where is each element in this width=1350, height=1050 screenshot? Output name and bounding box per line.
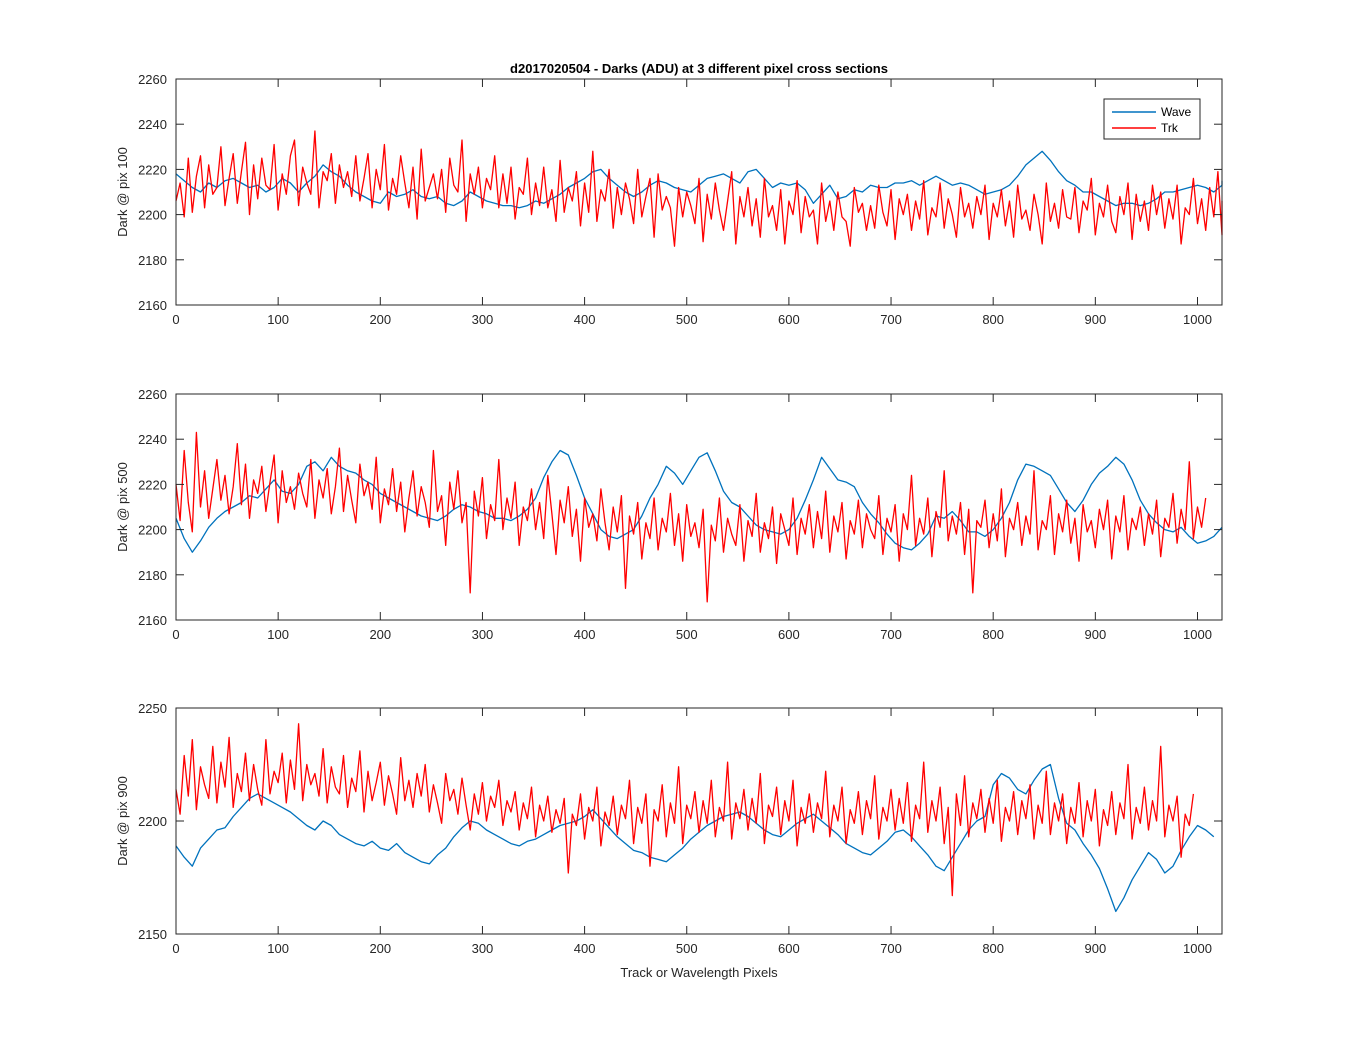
subplot-2: 0 100 200 300 400 500 600 700 800 900 1000 2160 2180… xyxy=(115,387,1223,642)
series-line-wave xyxy=(175,763,1215,913)
x-tick-label: 0 xyxy=(172,627,179,642)
x-tick-label: 500 xyxy=(676,941,698,956)
axes-layer: 0 100 200 300 400 500 600 700 800 900 100021602180… xyxy=(115,72,1223,956)
x-axis-label: Track or Wavelength Pixels xyxy=(620,965,778,980)
y-tick-label: 2260 xyxy=(138,72,167,87)
legend: Wave Trk xyxy=(1103,98,1201,140)
y-axis-label: Dark @ pix 100 xyxy=(115,147,130,237)
legend-label-wave: Wave xyxy=(1161,105,1192,119)
x-tick-label: 600 xyxy=(778,941,800,956)
y-tick-label: 2260 xyxy=(138,387,167,402)
x-tick-label: 300 xyxy=(472,627,494,642)
series-line-trk xyxy=(175,130,1223,247)
legend-box xyxy=(1103,98,1201,140)
x-tick-label: 100 xyxy=(267,941,289,956)
y-tick-label: 2240 xyxy=(138,117,167,132)
legend-label-trk: Trk xyxy=(1161,121,1179,135)
x-tick-label: 400 xyxy=(574,312,596,327)
x-tick-label: 900 xyxy=(1084,312,1106,327)
y-tick-label: 2160 xyxy=(138,298,167,313)
plot-area xyxy=(176,708,1222,934)
axes-box xyxy=(175,393,1223,621)
plot-area xyxy=(176,394,1222,620)
y-tick-label: 2150 xyxy=(138,927,167,942)
x-tick-label: 600 xyxy=(778,312,800,327)
x-tick-label: 500 xyxy=(676,312,698,327)
y-tick-label: 2180 xyxy=(138,253,167,268)
x-tick-label: 500 xyxy=(676,627,698,642)
x-tick-label: 100 xyxy=(267,627,289,642)
y-tick-label: 2160 xyxy=(138,613,167,628)
y-axis-label: Dark @ pix 900 xyxy=(115,776,130,866)
y-tick-label: 2240 xyxy=(138,432,167,447)
x-tick-label: 100 xyxy=(267,312,289,327)
series-line-trk xyxy=(175,723,1195,897)
x-tick-label: 1000 xyxy=(1183,312,1212,327)
plot-area xyxy=(176,79,1222,305)
subplot-1: 0 100 200 300 400 500 600 700 800 900 1000 2160 2180… xyxy=(115,72,1223,327)
x-tick-label: 700 xyxy=(880,941,902,956)
y-tick-label: 2200 xyxy=(138,814,167,829)
x-tick-label: 200 xyxy=(369,312,391,327)
x-tick-label: 1000 xyxy=(1183,941,1212,956)
y-tick-label: 2220 xyxy=(138,477,167,492)
x-tick-label: 800 xyxy=(982,941,1004,956)
subplot-3: 0 100 200 300 400 500 600 700 800 900 1000 2150 2200… xyxy=(115,701,1223,956)
x-tick-label: 600 xyxy=(778,627,800,642)
y-tick-label: 2200 xyxy=(138,523,167,538)
x-tick-label: 800 xyxy=(982,312,1004,327)
y-axis-label: Dark @ pix 500 xyxy=(115,462,130,552)
x-tick-label: 1000 xyxy=(1183,627,1212,642)
x-tick-label: 900 xyxy=(1084,627,1106,642)
axes-box xyxy=(175,78,1223,306)
y-tick-label: 2180 xyxy=(138,568,167,583)
series-line-wave xyxy=(175,449,1223,553)
series-line-trk xyxy=(175,431,1207,603)
series-line-wave xyxy=(175,150,1223,209)
x-tick-label: 300 xyxy=(472,312,494,327)
x-tick-label: 800 xyxy=(982,627,1004,642)
figure-title: d2017020504 - Darks (ADU) at 3 different… xyxy=(510,61,888,76)
x-tick-label: 300 xyxy=(472,941,494,956)
x-tick-label: 0 xyxy=(172,312,179,327)
x-tick-label: 400 xyxy=(574,627,596,642)
x-tick-label: 900 xyxy=(1084,941,1106,956)
x-tick-label: 700 xyxy=(880,312,902,327)
y-tick-label: 2220 xyxy=(138,162,167,177)
y-tick-label: 2200 xyxy=(138,208,167,223)
x-tick-label: 200 xyxy=(369,941,391,956)
x-tick-label: 0 xyxy=(172,941,179,956)
x-tick-label: 400 xyxy=(574,941,596,956)
x-tick-label: 200 xyxy=(369,627,391,642)
y-tick-label: 2250 xyxy=(138,701,167,716)
x-tick-label: 700 xyxy=(880,627,902,642)
